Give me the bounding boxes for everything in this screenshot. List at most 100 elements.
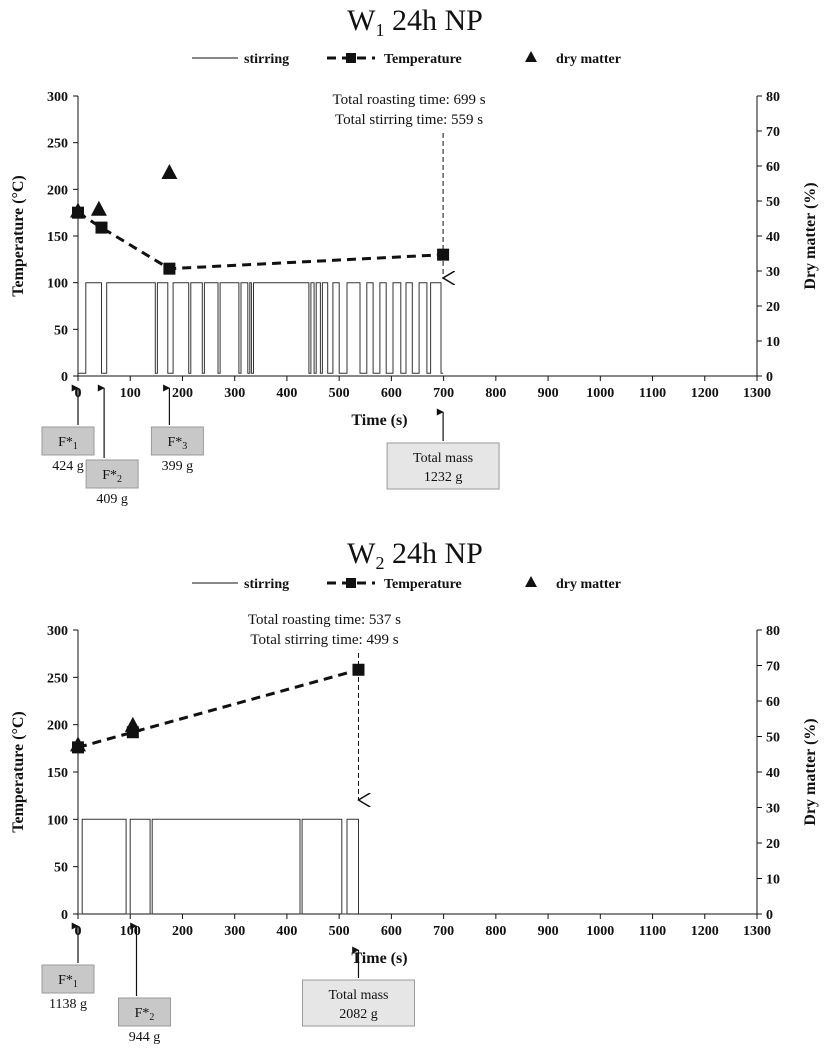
annotation-stirring-time: Total stirring time: 499 s xyxy=(250,632,398,648)
y2-tick-label: 60 xyxy=(766,160,780,175)
feed-box xyxy=(117,997,171,1027)
y2-tick-label: 50 xyxy=(766,195,780,210)
dry-matter-point xyxy=(90,200,107,216)
feed-label: F*1 xyxy=(58,973,78,990)
feed-label: F*3 xyxy=(168,435,188,452)
y2-axis-label: Dry matter (%) xyxy=(802,718,819,825)
y-tick-label: 200 xyxy=(47,183,68,198)
y-tick-label: 300 xyxy=(47,90,68,105)
y2-tick-label: 60 xyxy=(766,695,780,710)
feed-mass: 424 g xyxy=(52,459,84,474)
legend-temperature-label: Temperature xyxy=(384,577,462,592)
series-stirring-line xyxy=(78,282,444,374)
feed-box xyxy=(41,426,95,456)
total-mass-label: Total mass xyxy=(413,451,473,466)
legend-dry-matter-marker xyxy=(525,51,537,62)
y2-tick-label: 10 xyxy=(766,335,780,350)
y2-tick-label: 0 xyxy=(766,908,773,923)
y-tick-label: 250 xyxy=(47,671,68,686)
feed-mass: 1138 g xyxy=(49,997,87,1012)
annotation-roasting-time: Total roasting time: 699 s xyxy=(333,92,486,108)
temperature-point xyxy=(95,221,108,234)
total-mass-box xyxy=(301,979,415,1027)
y-tick-label: 200 xyxy=(47,719,68,734)
y-tick-label: 150 xyxy=(47,766,68,781)
x-tick-label: 1000 xyxy=(586,386,614,401)
temperature-point xyxy=(163,262,176,275)
y-tick-label: 100 xyxy=(47,813,68,828)
feed-box xyxy=(85,459,139,489)
x-tick-label: 1200 xyxy=(691,924,719,939)
y-tick-label: 50 xyxy=(54,323,68,338)
x-tick-label: 1300 xyxy=(743,924,771,939)
y2-tick-label: 20 xyxy=(766,837,780,852)
x-tick-label: 300 xyxy=(224,924,245,939)
x-tick-label: 200 xyxy=(172,924,193,939)
y-tick-label: 100 xyxy=(47,277,68,292)
y2-tick-label: 10 xyxy=(766,873,780,888)
legend-dry-matter-marker xyxy=(525,576,537,587)
legend-dry-matter-label: dry matter xyxy=(556,577,621,592)
legend-stirring-label: stirring xyxy=(244,577,289,592)
x-tick-label: 1100 xyxy=(639,386,666,401)
y-axis-label: Temperature (°C) xyxy=(10,711,27,832)
y2-axis-label: Dry matter (%) xyxy=(802,182,819,289)
dry-matter-point xyxy=(70,202,86,218)
feed-label: F*2 xyxy=(102,468,122,485)
y2-tick-label: 50 xyxy=(766,731,780,746)
annotation-roasting-time: Total roasting time: 537 s xyxy=(248,612,401,628)
y-tick-label: 50 xyxy=(54,861,68,876)
y2-tick-label: 80 xyxy=(766,90,780,105)
legend-temperature-label: Temperature xyxy=(384,52,462,67)
dry-matter-point xyxy=(161,164,178,179)
feed-mass: 399 g xyxy=(162,459,194,474)
x-tick-label: 600 xyxy=(381,924,402,939)
y2-tick-label: 0 xyxy=(766,370,773,385)
x-tick-label: 900 xyxy=(538,924,559,939)
y2-tick-label: 30 xyxy=(766,265,780,280)
legend-temperature-marker xyxy=(346,53,356,63)
series-stirring-line xyxy=(78,818,359,915)
y-tick-label: 300 xyxy=(47,624,68,639)
y2-tick-label: 70 xyxy=(766,660,780,675)
x-tick-label: 800 xyxy=(485,924,506,939)
x-tick-label: 1100 xyxy=(639,924,666,939)
x-tick-label: 100 xyxy=(120,924,141,939)
feed-box xyxy=(41,964,95,994)
dry-matter-point xyxy=(124,716,141,732)
legend-temperature-marker xyxy=(346,578,356,588)
x-tick-label: 500 xyxy=(329,924,350,939)
x-tick-label: 900 xyxy=(538,386,559,401)
y-tick-label: 150 xyxy=(47,230,68,245)
legend: stirring Temperature dry matter xyxy=(192,576,621,592)
y2-tick-label: 20 xyxy=(766,300,780,315)
x-tick-label: 700 xyxy=(433,386,454,401)
y2-tick-label: 80 xyxy=(766,624,780,639)
x-tick-label: 500 xyxy=(329,386,350,401)
x-tick-label: 300 xyxy=(224,386,245,401)
y-tick-label: 0 xyxy=(61,370,68,385)
legend-stirring-label: stirring xyxy=(244,52,289,67)
y-tick-label: 250 xyxy=(47,137,68,152)
y2-tick-label: 40 xyxy=(766,766,780,781)
total-mass-value: 2082 g xyxy=(339,1007,378,1022)
series-temperature-line xyxy=(77,211,444,271)
total-mass-value: 1232 g xyxy=(424,470,463,485)
y2-tick-label: 30 xyxy=(766,802,780,817)
feed-mass: 409 g xyxy=(96,492,128,507)
x-tick-label: 200 xyxy=(172,386,193,401)
series-temperature-line xyxy=(77,668,359,749)
dry-matter-point xyxy=(70,736,86,752)
legend-dry-matter-label: dry matter xyxy=(556,52,621,67)
feed-label: F*2 xyxy=(135,1006,155,1023)
x-tick-label: 1000 xyxy=(586,924,614,939)
x-axis-label: Time (s) xyxy=(351,412,407,429)
y-axis-label: Temperature (°C) xyxy=(10,175,27,296)
x-axis-label: Time (s) xyxy=(351,950,407,967)
x-tick-label: 1300 xyxy=(743,386,771,401)
x-tick-label: 800 xyxy=(485,386,506,401)
y-tick-label: 0 xyxy=(61,908,68,923)
y2-tick-label: 40 xyxy=(766,230,780,245)
chart-title: W2 24h NP xyxy=(347,537,483,573)
